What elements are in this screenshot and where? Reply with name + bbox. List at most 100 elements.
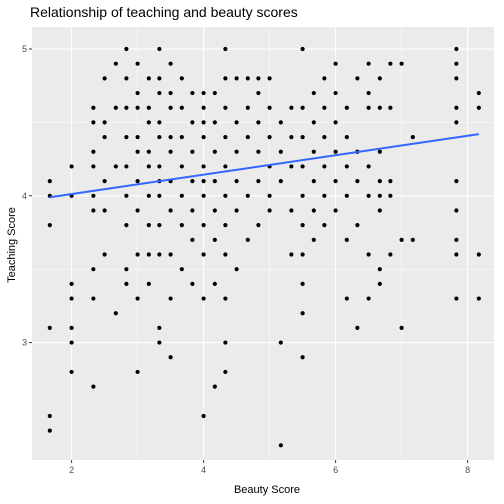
data-point [223,369,228,375]
data-point [113,105,118,110]
data-point [256,120,261,125]
data-point [300,105,305,110]
x-axis-label: Beauty Score [233,484,301,496]
data-point [102,208,107,213]
data-point [377,179,382,184]
data-point [212,149,217,154]
data-point [388,61,393,66]
data-point [190,120,195,125]
data-point [179,134,184,140]
data-point [113,164,118,169]
data-point [454,76,459,81]
data-point [223,223,228,228]
data-point [157,76,162,81]
data-point [157,252,162,257]
data-point [201,223,206,228]
data-point [201,179,206,184]
data-point [454,61,459,66]
data-point [355,223,360,228]
data-point [47,223,52,228]
data-point [135,252,140,257]
chart-title: Relationship of teaching and beauty scor… [30,4,298,20]
data-point [102,179,107,184]
data-point [234,149,239,154]
data-point [135,208,140,213]
data-point [300,281,305,286]
data-point [267,134,272,140]
data-point [399,237,404,242]
data-point [344,237,349,242]
data-point [300,223,305,228]
data-point [300,134,305,140]
data-point [311,149,316,154]
data-point [333,90,338,96]
data-point [333,149,338,154]
data-point [69,340,74,345]
data-point [322,164,327,169]
data-point [135,369,140,375]
data-point [377,149,382,154]
data-point [256,76,261,81]
data-point [135,179,140,184]
data-point [256,149,261,154]
data-point [476,296,481,301]
data-point [322,105,327,110]
data-point [300,164,305,169]
data-point [366,61,371,66]
data-point [366,252,371,257]
data-point [168,149,173,154]
data-point [135,134,140,140]
data-point [212,281,217,286]
data-point [179,76,184,81]
data-point [201,90,206,96]
trend-line-layer [49,133,479,199]
data-point [355,325,360,330]
data-point [135,296,140,301]
data-point [201,296,206,301]
data-point [322,134,327,140]
data-point [135,149,140,154]
data-point [91,384,96,389]
data-point [157,193,162,198]
data-point [113,61,118,66]
data-point [344,296,349,301]
data-point [47,413,52,419]
data-point [399,61,404,66]
data-point [454,105,459,110]
data-point [366,193,371,198]
data-point [69,281,74,286]
x-tick-label: 6 [333,465,338,475]
data-point [157,46,162,52]
data-point [245,134,250,140]
data-point [157,223,162,228]
data-point [300,46,305,52]
data-point [157,134,162,140]
data-point [212,237,217,242]
data-point [124,193,129,198]
data-point [212,90,217,96]
data-point [454,237,459,242]
data-point [355,76,360,81]
data-point [245,237,250,242]
data-point [91,105,96,110]
data-point [223,296,228,301]
data-point [234,120,239,125]
data-point [212,120,217,125]
data-point [388,193,393,198]
data-point [311,179,316,184]
data-point [278,179,283,184]
data-point [212,179,217,184]
data-point [377,193,382,198]
data-point [102,76,107,81]
data-point [366,105,371,110]
data-point [223,76,228,81]
data-point [124,105,129,110]
data-point [69,369,74,375]
data-point [179,193,184,198]
data-point [454,252,459,257]
data-point [201,193,206,198]
data-point [102,134,107,140]
data-point [146,76,151,81]
data-point [212,384,217,389]
